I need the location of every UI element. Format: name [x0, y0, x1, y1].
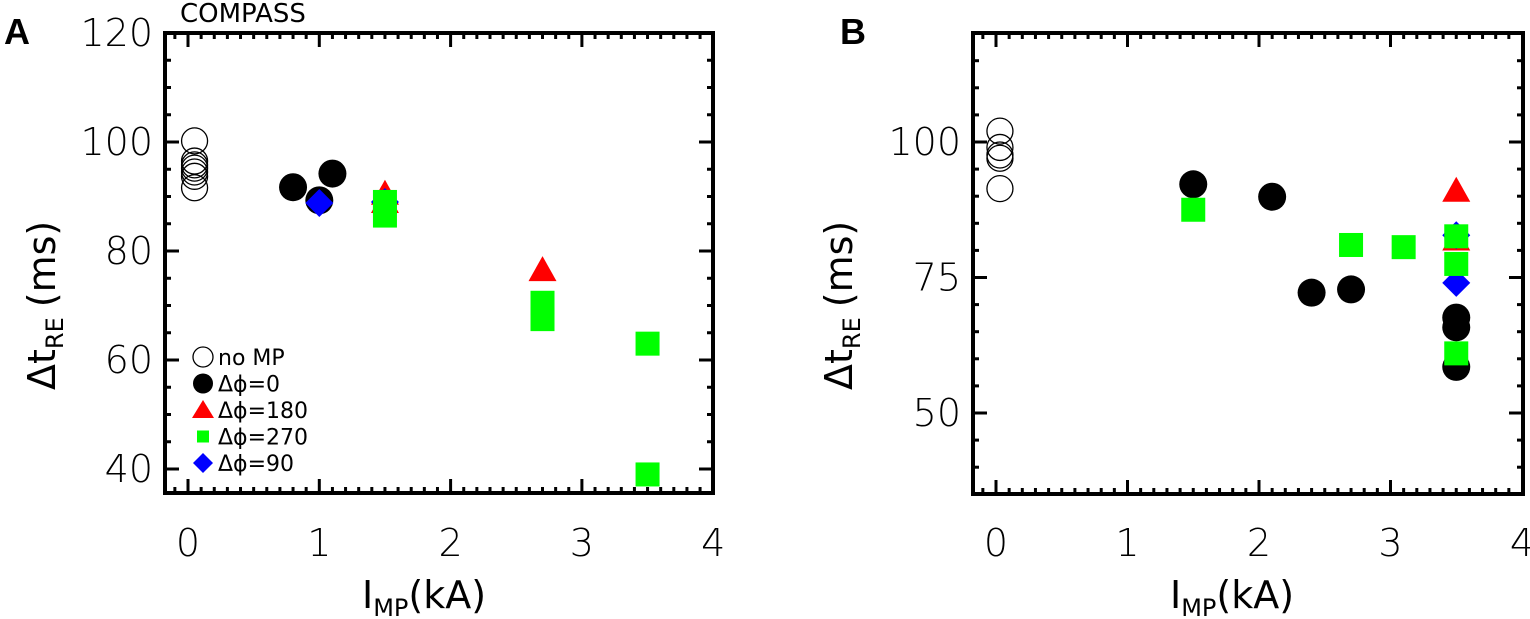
- panel-a-data-points: [180, 127, 660, 487]
- filled-circle-marker: [1258, 182, 1287, 211]
- square-marker: [530, 307, 555, 332]
- square-marker: [1339, 232, 1364, 257]
- legend-item: Δϕ=0: [193, 373, 280, 398]
- x-tick-label: 2: [439, 521, 463, 565]
- open-circle-marker: [180, 162, 209, 190]
- legend-item: Δϕ=180: [192, 399, 308, 424]
- y-tick-label: 40: [105, 447, 153, 491]
- legend-item: no MP: [192, 346, 285, 371]
- square-marker: [635, 331, 660, 356]
- legend-triangle-icon: [192, 400, 214, 418]
- panel-a-letter: A: [4, 11, 30, 52]
- panel-a-ticks: [165, 33, 713, 493]
- square-marker: [1391, 235, 1416, 260]
- x-tick-label: 2: [1247, 521, 1271, 565]
- filled-circle-marker: [1442, 313, 1471, 342]
- panel-a-frame: [163, 31, 715, 495]
- filled-circle-marker: [279, 173, 308, 202]
- x-tick-label: 3: [1378, 521, 1402, 565]
- legend-label: Δϕ=180: [218, 399, 308, 424]
- square-marker: [1444, 341, 1469, 366]
- legend-square-icon: [197, 430, 209, 443]
- legend-label: no MP: [218, 346, 285, 371]
- triangle-marker: [1442, 176, 1471, 202]
- legend-label: Δϕ=0: [218, 373, 280, 398]
- panel-b-frame: [971, 31, 1525, 496]
- x-tick-label: 1: [307, 521, 331, 565]
- diamond-marker: [305, 189, 334, 218]
- y-tick-label: 75: [913, 256, 961, 300]
- triangle-marker: [528, 256, 557, 282]
- square-marker: [1444, 251, 1469, 276]
- square-marker: [1181, 197, 1206, 222]
- panel-b-y-tick-labels: 50 75 100: [888, 120, 961, 435]
- x-tick-label: 3: [570, 521, 594, 565]
- open-circle-marker: [180, 158, 209, 186]
- y-tick-label: 50: [913, 391, 961, 435]
- y-tick-label: 120: [80, 11, 153, 55]
- open-circle-marker: [986, 133, 1014, 162]
- y-tick-label: 100: [888, 120, 961, 164]
- filled-circle-marker: [1337, 275, 1366, 304]
- panel-b-x-axis-title: IMP(kA): [1170, 573, 1294, 619]
- x-tick-label: 4: [1510, 521, 1530, 565]
- filled-circle-marker: [1179, 170, 1208, 199]
- legend-item: Δϕ=270: [197, 426, 308, 451]
- open-circle-marker: [986, 174, 1014, 203]
- legend-item: Δϕ=90: [193, 452, 294, 477]
- panel-b-data-points: [986, 117, 1471, 381]
- panel-b-x-tick-labels: 0 1 2 3 4: [984, 521, 1530, 565]
- panel-a-y-tick-labels: 40 60 80 100 120: [80, 11, 153, 491]
- svg-text:ΔtRE(ms): ΔtRE(ms): [817, 221, 866, 390]
- y-tick-label: 80: [105, 229, 153, 273]
- x-tick-label: 0: [176, 521, 200, 565]
- panel-a-y-axis-title: ΔtRE(ms): [20, 221, 69, 390]
- y-tick-label: 100: [80, 120, 153, 164]
- square-marker: [635, 462, 660, 487]
- legend-label: Δϕ=270: [218, 426, 308, 451]
- y-tick-label: 60: [105, 338, 153, 382]
- filled-circle-marker: [1297, 278, 1326, 307]
- open-circle-marker: [986, 117, 1014, 145]
- panel-a-x-axis-title: IMP(kA): [362, 573, 486, 619]
- legend-open-circle-icon: [192, 346, 214, 368]
- x-tick-label: 4: [701, 521, 725, 565]
- panel-b-ticks: [973, 33, 1523, 494]
- legend-filled-circle-icon: [193, 373, 213, 394]
- open-circle-marker: [180, 127, 209, 155]
- open-circle-marker: [986, 144, 1014, 172]
- svg-text:ΔtRE(ms): ΔtRE(ms): [20, 221, 69, 390]
- panel-a-title: COMPASS: [180, 0, 306, 29]
- panel-a-x-tick-labels: 0 1 2 3 4: [176, 521, 725, 565]
- panel-b-letter: B: [840, 11, 866, 52]
- x-tick-label: 1: [1115, 521, 1139, 565]
- panel-b: B 50 75 100 0 1 2 3 4 ΔtRE(ms) IMP(kA): [817, 11, 1530, 619]
- x-tick-label: 0: [984, 521, 1008, 565]
- panel-b-y-axis-title: ΔtRE(ms): [817, 221, 866, 390]
- legend-diamond-icon: [193, 453, 213, 473]
- filled-circle-marker: [318, 159, 347, 188]
- panel-a: A COMPASS 40 60 80 100 120 0 1 2 3 4 ΔtRE(ms) IM…: [4, 0, 725, 619]
- square-marker: [1444, 224, 1469, 249]
- open-circle-marker: [180, 174, 209, 202]
- square-marker: [372, 203, 397, 228]
- legend-label: Δϕ=90: [218, 452, 294, 477]
